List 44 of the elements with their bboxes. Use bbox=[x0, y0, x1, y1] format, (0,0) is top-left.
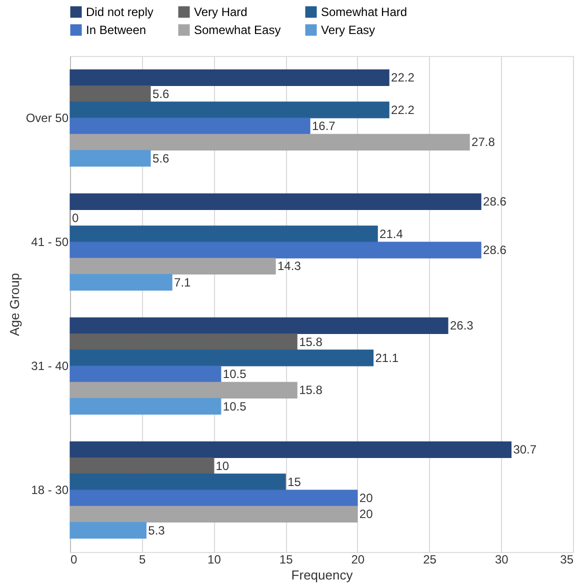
data-label: 0 bbox=[72, 210, 79, 225]
data-label: 15.8 bbox=[299, 334, 323, 349]
data-label: 28.6 bbox=[483, 194, 507, 209]
legend-label: Very Easy bbox=[321, 23, 376, 37]
x-tick-label: 25 bbox=[423, 552, 437, 566]
x-tick-label: 30 bbox=[494, 552, 509, 566]
data-label: 15 bbox=[288, 474, 302, 489]
data-label: 20 bbox=[359, 491, 374, 506]
data-label: 15.8 bbox=[299, 383, 323, 398]
data-label: 27.8 bbox=[472, 135, 496, 150]
x-tick-label: 5 bbox=[139, 552, 146, 566]
legend-label: Somewhat Easy bbox=[194, 23, 281, 37]
legend-label: Somewhat Hard bbox=[321, 5, 408, 19]
data-label: 30.7 bbox=[513, 442, 537, 457]
x-tick-label: 0 bbox=[70, 552, 78, 566]
y-tick-label: 31 - 40 bbox=[31, 359, 69, 373]
data-label: 22.2 bbox=[391, 102, 415, 117]
data-label: 16.7 bbox=[312, 119, 336, 134]
x-tick-label: 35 bbox=[560, 552, 574, 566]
y-axis-title: Age Group bbox=[6, 273, 22, 336]
data-label: 20 bbox=[359, 507, 374, 522]
data-label: 5.6 bbox=[152, 151, 170, 166]
data-label: 21.4 bbox=[380, 226, 404, 241]
data-label: 10.5 bbox=[222, 367, 247, 382]
y-tick-label: 18 - 30 bbox=[31, 483, 69, 497]
data-label: 28.6 bbox=[483, 243, 507, 258]
legend-label: Did not reply bbox=[86, 5, 154, 19]
data-label: 5.6 bbox=[152, 86, 170, 101]
legend-label: In Between bbox=[86, 23, 146, 37]
data-label: 10.5 bbox=[222, 399, 247, 414]
y-tick-label: Over 50 bbox=[26, 111, 69, 125]
data-label: 21.1 bbox=[375, 350, 399, 365]
data-label: 5.3 bbox=[148, 523, 166, 538]
data-label: 14.3 bbox=[278, 259, 302, 274]
x-tick-label: 10 bbox=[208, 552, 222, 566]
legend-label: Very Hard bbox=[194, 5, 248, 19]
data-label: 26.3 bbox=[450, 318, 474, 333]
x-tick-label: 20 bbox=[351, 552, 365, 566]
x-tick-label: 15 bbox=[279, 552, 294, 566]
data-label: 7.1 bbox=[174, 275, 192, 290]
data-label: 22.2 bbox=[391, 70, 415, 85]
x-axis-title: Frequency bbox=[291, 568, 354, 582]
data-label: 10 bbox=[216, 458, 230, 473]
y-tick-label: 41 - 50 bbox=[31, 235, 69, 249]
